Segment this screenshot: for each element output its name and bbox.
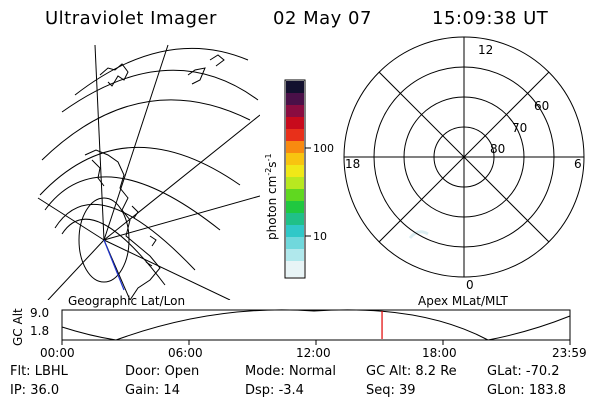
timeline-ytick-bottom: 1.8 bbox=[30, 324, 50, 338]
color-bar: 100 10 photon cm-2s-1 bbox=[264, 79, 334, 279]
timeline-axis-title: GC Alt bbox=[11, 308, 25, 346]
mlt-label-6: 6 bbox=[574, 157, 582, 171]
geographic-map bbox=[37, 44, 260, 300]
ip-status: IP: 36.0 bbox=[10, 383, 60, 398]
dsp-status: Dsp: -3.4 bbox=[245, 383, 304, 398]
inner-lat-circle bbox=[78, 197, 130, 283]
apex-coords-label: Apex MLat/MLT bbox=[418, 294, 508, 308]
colorbar-unit-label: photon cm-2s-1 bbox=[264, 153, 279, 240]
geographic-coords-label: Geographic Lat/Lon bbox=[68, 294, 186, 308]
glat-status: GLat: -70.2 bbox=[487, 364, 560, 379]
seq-status: Seq: 39 bbox=[366, 383, 416, 398]
gain-status: Gain: 14 bbox=[125, 383, 180, 398]
timeline-xtick-1200: 12:00 bbox=[296, 346, 331, 360]
lat-label-60: 60 bbox=[534, 99, 549, 113]
polar-labels: 12 18 6 0 60 70 80 bbox=[345, 43, 582, 292]
door-status: Door: Open bbox=[125, 364, 200, 379]
aurora-faint-emission bbox=[408, 230, 429, 239]
mlt-label-12: 12 bbox=[478, 43, 493, 57]
map-grid-lines bbox=[37, 44, 260, 300]
altitude-curve bbox=[61, 309, 571, 341]
coastlines bbox=[84, 54, 225, 300]
filter-status: Flt: LBHL bbox=[10, 364, 68, 379]
altitude-timeline bbox=[61, 309, 571, 345]
glon-status: GLon: 183.8 bbox=[487, 383, 567, 398]
app-title: Ultraviolet Imager bbox=[45, 8, 217, 29]
timeline-xtick-0000: 00:00 bbox=[40, 346, 75, 360]
color-bar-frame bbox=[284, 79, 306, 279]
timeline-xtick-1800: 18:00 bbox=[422, 346, 457, 360]
timeline-xtick-2359: 23:59 bbox=[552, 346, 587, 360]
mlt-label-0: 0 bbox=[466, 278, 474, 292]
colorbar-tick-100: 100 bbox=[313, 142, 334, 155]
observation-date: 02 May 07 bbox=[273, 8, 372, 29]
orbit-track-line bbox=[103, 239, 125, 291]
timeline-ytick-top: 9.0 bbox=[30, 306, 50, 320]
timeline-xtick-0600: 06:00 bbox=[168, 346, 203, 360]
mode-status: Mode: Normal bbox=[245, 364, 336, 379]
polar-spokes bbox=[344, 37, 584, 277]
mlt-label-18: 18 bbox=[345, 157, 360, 171]
polar-plot bbox=[343, 36, 585, 278]
lat-label-70: 70 bbox=[512, 121, 527, 135]
observation-time: 15:09:38 UT bbox=[432, 8, 549, 29]
colorbar-tick-10: 10 bbox=[313, 230, 327, 243]
timeline-frame bbox=[61, 309, 571, 341]
gc-alt-status: GC Alt: 8.2 Re bbox=[366, 364, 457, 379]
lat-label-80: 80 bbox=[490, 142, 505, 156]
